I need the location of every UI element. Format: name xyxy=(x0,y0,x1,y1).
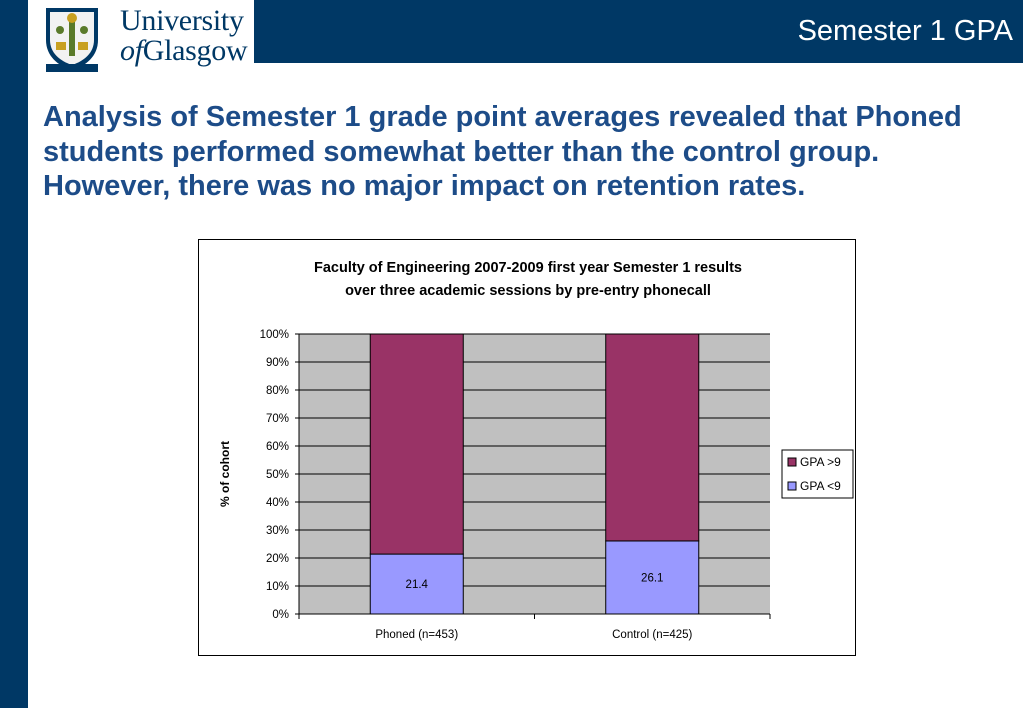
logo-line1: University xyxy=(120,4,244,37)
logo-of: of xyxy=(120,34,143,67)
university-logo: University ofGlasgow xyxy=(28,0,254,72)
y-tick-label: 80% xyxy=(266,385,289,397)
chart-title-line1: Faculty of Engineering 2007-2009 first y… xyxy=(314,260,742,276)
left-brand-bar xyxy=(0,0,28,708)
legend: GPA >9 GPA <9 xyxy=(781,449,854,499)
y-tick-label: 50% xyxy=(266,469,289,481)
axes: 0% 10% 20% 30% 40% 50% 60% 70% 80% 90% 100% Phoned … xyxy=(260,329,771,641)
x-tick-label: Control (n=425) xyxy=(612,629,692,641)
y-tick-label: 100% xyxy=(260,329,289,341)
chart-panel: Faculty of Engineering 2007-2009 first y… xyxy=(198,239,856,656)
y-tick-label: 90% xyxy=(266,357,289,369)
y-tick-label: 70% xyxy=(266,413,289,425)
crest-icon xyxy=(46,8,98,72)
legend-swatch xyxy=(787,457,797,467)
y-tick-label: 0% xyxy=(272,609,289,621)
stacked-bar-chart: Faculty of Engineering 2007-2009 first y… xyxy=(218,260,854,641)
legend-label: GPA >9 xyxy=(800,455,841,469)
legend-swatch xyxy=(787,481,797,491)
x-tick-label: Phoned (n=453) xyxy=(375,629,458,641)
data-label: 21.4 xyxy=(406,579,429,591)
y-tick-label: 60% xyxy=(266,441,289,453)
logo-wordmark: University ofGlasgow xyxy=(120,4,248,67)
bar-segment xyxy=(605,333,700,542)
y-tick-label: 30% xyxy=(266,525,289,537)
slide-title: Semester 1 GPA xyxy=(797,15,1013,47)
y-tick-label: 40% xyxy=(266,497,289,509)
logo-line2: Glasgow xyxy=(142,34,248,67)
y-tick-label: 10% xyxy=(266,581,289,593)
legend-label: GPA <9 xyxy=(800,479,841,493)
y-tick-label: 20% xyxy=(266,553,289,565)
bar-segment xyxy=(369,333,464,555)
summary-text: Analysis of Semester 1 grade point avera… xyxy=(43,101,962,202)
y-axis-label: % of cohort xyxy=(218,441,232,507)
chart-title-line2: over three academic sessions by pre-entr… xyxy=(345,283,711,299)
bars: 21.4 26.1 xyxy=(369,333,700,615)
data-label: 26.1 xyxy=(641,572,663,584)
